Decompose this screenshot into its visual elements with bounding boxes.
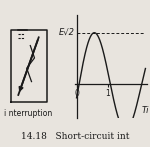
Text: 14.18   Short-circuit int: 14.18 Short-circuit int: [21, 132, 129, 141]
Text: Ti: Ti: [142, 106, 149, 115]
Text: i nterruption: i nterruption: [4, 109, 53, 118]
Text: E√2: E√2: [58, 28, 74, 37]
